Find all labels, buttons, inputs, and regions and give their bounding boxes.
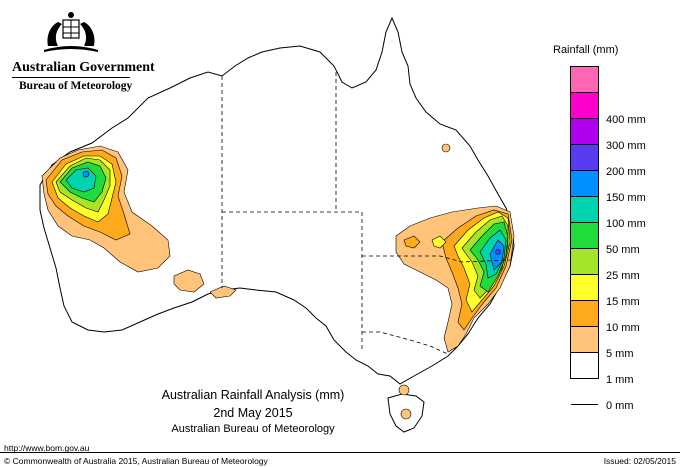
legend-swatch <box>571 67 598 93</box>
legend-label: 0 mm <box>606 400 634 412</box>
rain-spot-east-150mm <box>495 249 501 255</box>
footer-issued-date: Issued: 02/05/2015 <box>603 456 676 466</box>
legend-label: 400 mm <box>606 114 646 126</box>
legend-label: 5 mm <box>606 348 634 360</box>
footer-url-link[interactable]: http://www.bom.gov.au <box>4 443 90 453</box>
australia-mainland <box>39 16 515 385</box>
rain-area-east-small-2 <box>431 235 447 249</box>
legend-label: 50 mm <box>606 244 640 256</box>
legend-swatch <box>571 223 598 249</box>
legend-swatch <box>571 145 598 171</box>
legend-swatch <box>571 301 598 327</box>
legend-label: 150 mm <box>606 192 646 204</box>
map-date: 2nd May 2015 <box>213 406 293 420</box>
coat-of-arms-logo <box>44 12 98 52</box>
legend-label: 15 mm <box>606 296 640 308</box>
legend-label: 300 mm <box>606 140 646 152</box>
bureau-title: Bureau of Meteorology <box>19 80 133 92</box>
legend-swatch <box>571 327 598 353</box>
rain-spot-vic <box>398 384 410 396</box>
legend-swatch <box>571 119 598 145</box>
legend-label: 10 mm <box>606 322 640 334</box>
rain-area-east-small <box>403 235 421 249</box>
legend-swatch <box>571 353 598 379</box>
rain-spot-tas <box>400 408 412 420</box>
rain-area-east-100mm <box>489 239 505 271</box>
legend-color-scale <box>570 66 599 405</box>
government-title: Australian Government <box>12 60 155 75</box>
legend-label: 200 mm <box>606 166 646 178</box>
state-borders <box>221 72 511 355</box>
footer-copyright: © Commonwealth of Australia 2015, Austra… <box>4 456 268 466</box>
legend-swatch <box>571 171 598 197</box>
legend-swatch <box>571 379 598 405</box>
legend-title: Rainfall (mm) <box>553 44 619 56</box>
rain-spot-wa-100mm <box>82 170 90 178</box>
footer-divider <box>0 452 680 453</box>
legend-swatch <box>571 249 598 275</box>
legend-swatch <box>571 197 598 223</box>
rain-spot-qld-north <box>441 143 451 153</box>
legend-swatch <box>571 93 598 119</box>
legend-label: 100 mm <box>606 218 646 230</box>
legend-swatch <box>571 275 598 301</box>
legend-label: 1 mm <box>606 374 634 386</box>
rain-area-wa-inland <box>173 269 205 293</box>
map-title: Australian Rainfall Analysis (mm) <box>161 388 345 402</box>
legend-label: 25 mm <box>606 270 640 282</box>
map-organisation: Australian Bureau of Meteorology <box>171 423 335 435</box>
header-divider <box>12 77 130 78</box>
